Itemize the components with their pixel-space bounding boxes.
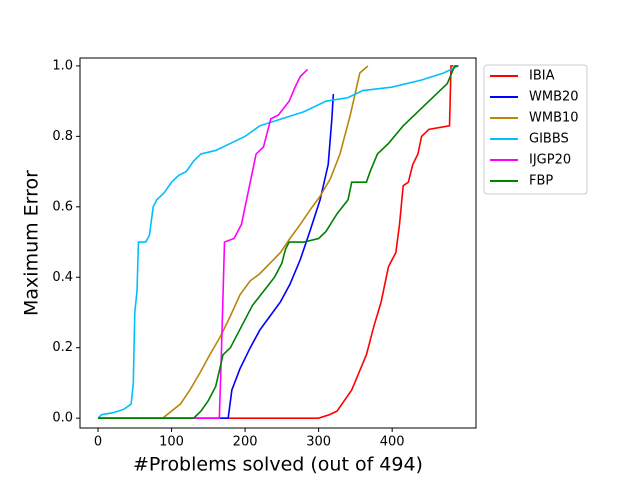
legend-label: WMB10	[529, 111, 579, 126]
x-tick-label: 100	[159, 435, 184, 450]
legend-label: WMB20	[529, 90, 579, 105]
series-line	[97, 65, 459, 419]
x-tick-label: 300	[306, 435, 331, 450]
series-line	[98, 65, 459, 419]
legend-label: IJGP20	[529, 153, 571, 168]
y-tick-label: 0.0	[52, 411, 73, 426]
series-line	[98, 94, 335, 419]
y-axis-label: Maximum Error	[21, 170, 43, 316]
y-tick-label: 0.6	[52, 199, 73, 214]
series-line	[98, 68, 309, 419]
legend-label: GIBBS	[529, 132, 569, 147]
series-line	[162, 65, 369, 419]
x-tick-label: 200	[233, 435, 258, 450]
x-tick-label: 400	[380, 435, 405, 450]
x-tick-label: 0	[94, 435, 102, 450]
legend-label: FBP	[529, 174, 553, 189]
x-axis-label: #Problems solved (out of 494)	[133, 454, 423, 476]
y-tick-label: 0.2	[52, 340, 73, 355]
y-tick-label: 0.4	[52, 270, 73, 285]
legend-label: IBIA	[529, 69, 555, 84]
y-tick-label: 0.8	[52, 129, 73, 144]
plot-frame	[79, 57, 477, 429]
y-tick-label: 1.0	[52, 58, 73, 73]
series-line	[98, 65, 454, 419]
